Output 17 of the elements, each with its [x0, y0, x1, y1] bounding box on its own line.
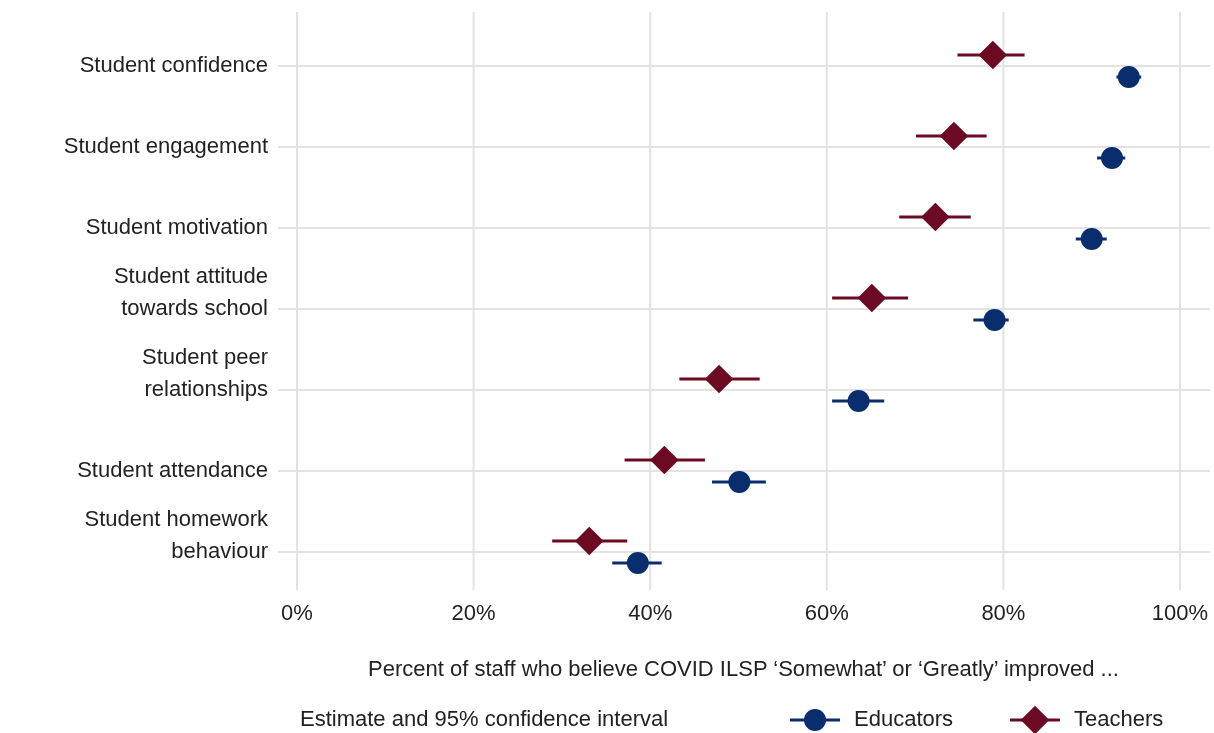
y-tick-label: Student confidence — [79, 51, 268, 77]
y-tick-label: Student attendance — [77, 456, 268, 482]
legend-title: Estimate and 95% confidence interval — [300, 705, 669, 731]
y-tick-label: Student attitude towards school — [113, 262, 268, 320]
y-tick-label: Student homework behaviour — [84, 505, 269, 563]
x-tick-label: 60% — [804, 599, 849, 625]
legend-label: Teachers — [1074, 705, 1164, 731]
x-tick-label: 100% — [1151, 599, 1209, 625]
y-tick-label: Student motivation — [85, 213, 268, 239]
x-tick-label: 40% — [628, 599, 673, 625]
legend-label: Educators — [854, 705, 954, 731]
y-tick-label: Student peer relationships — [142, 343, 268, 401]
x-tick-label: 20% — [451, 599, 496, 625]
x-axis-title: Percent of staff who believe COVID ILSP ‘Somewhat’ or ‘Greatly’ improved ... — [368, 655, 1119, 681]
x-tick-label: 80% — [981, 599, 1026, 625]
y-tick-label: Student engagement — [63, 132, 268, 158]
x-tick-label: 0% — [281, 599, 313, 625]
